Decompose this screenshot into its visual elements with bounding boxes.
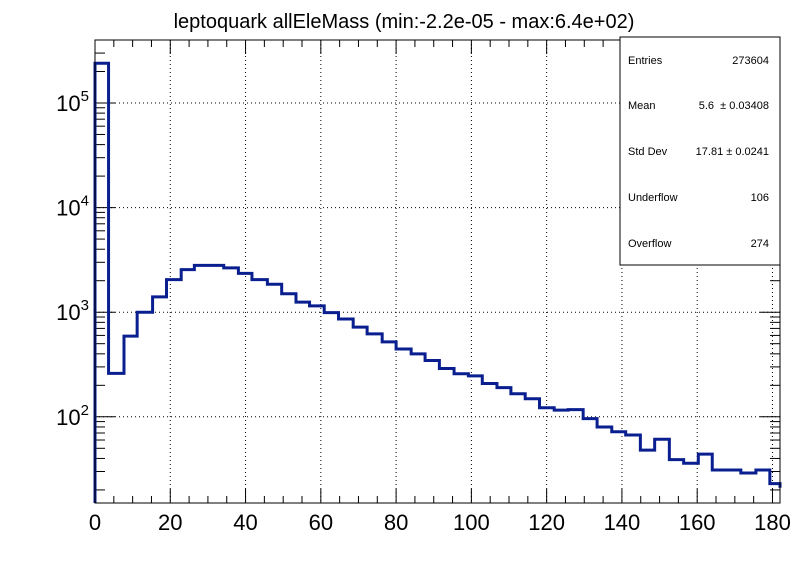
stats-mean-label: Mean [628,100,656,112]
x-tick-label: 0 [89,510,101,535]
stats-overflow-value: 274 [751,238,769,250]
stats-underflow-value: 106 [751,192,769,204]
x-tick-label: 120 [528,510,565,535]
x-tick-label: 140 [604,510,641,535]
chart-title: leptoquark allEleMass (min:-2.2e-05 - ma… [174,11,635,33]
stats-overflow-label: Overflow [628,238,671,250]
x-axis-labels: 0 20 40 60 80 100 120 140 160 180 [89,510,791,535]
x-tick-label: 160 [679,510,716,535]
y-tick-label: 105 [56,88,89,116]
x-tick-label: 40 [233,510,257,535]
y-axis-labels: 102 103 104 105 [56,88,89,430]
stats-entries-label: Entries [628,55,663,67]
stats-stddev-label: Std Dev [628,146,668,158]
stats-mean-value: 5.6 ± 0.03408 [699,100,769,112]
y-tick-label: 102 [56,402,89,430]
stats-stddev-value: 17.81 ± 0.0241 [696,146,769,158]
x-tick-label: 60 [309,510,333,535]
histogram-series [93,61,782,503]
x-tick-label: 100 [453,510,490,535]
x-tick-label: 180 [754,510,791,535]
plot-frame [94,39,781,504]
y-tick-label: 103 [56,297,89,325]
stats-box-frame [619,36,781,266]
stats-entries-value: 273604 [732,55,769,67]
stats-box: Entries 273604 Mean 5.6 ± 0.03408 Std De… [619,36,781,266]
stats-underflow-label: Underflow [628,192,678,204]
y-tick-label: 104 [56,193,89,221]
x-tick-label: 20 [158,510,182,535]
x-tick-label: 80 [384,510,408,535]
